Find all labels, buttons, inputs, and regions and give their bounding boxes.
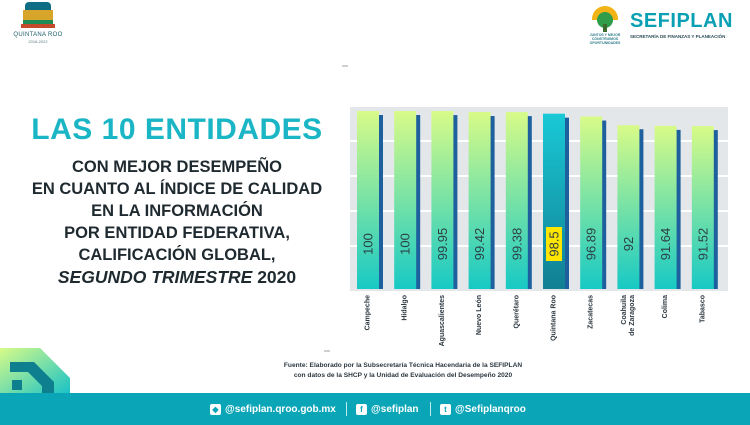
subtitle: CON MEJOR DESEMPEÑO EN CUANTO AL ÍNDICE … xyxy=(18,156,336,288)
sefiplan-motto: JUNTOS Y MEJOR CONSTRUIMOS OPORTUNIDADES xyxy=(589,33,621,45)
bar-value-label: 96.89 xyxy=(584,228,599,261)
quintana-roo-logo: QUINTANA ROO 2016-2022 xyxy=(8,2,68,50)
footer-twitter-text: @Sefiplanqroo xyxy=(455,403,526,415)
facebook-icon: f xyxy=(356,403,367,415)
footer-twitter[interactable]: t @Sefiplanqroo xyxy=(440,402,526,416)
footer-facebook-text: @sefiplan xyxy=(371,403,419,415)
source-note: Fuente: Elaborado por la Subsecretaría T… xyxy=(238,361,568,380)
source-line-2: con datos de la SHCP y la Unidad de Eval… xyxy=(293,371,513,379)
corner-dot xyxy=(12,380,22,390)
bar-quer-taro xyxy=(505,112,528,289)
footer-web-text: @sefiplan.qroo.gob.mx xyxy=(225,403,336,415)
bar-value-label: 100 xyxy=(398,233,413,255)
subtitle-year: 2020 xyxy=(252,267,297,287)
footer-separator-1 xyxy=(346,402,347,416)
bar-shadow xyxy=(712,130,718,289)
subtitle-line-4: POR ENTIDAD FEDERATIVA, xyxy=(64,224,290,242)
bar-shadow xyxy=(526,116,532,289)
bar-value-label: 92 xyxy=(621,237,636,251)
headline: LAS 10 ENTIDADES xyxy=(31,113,323,146)
x-tick-label: Nuevo León xyxy=(476,295,483,335)
bar-shadow xyxy=(378,115,383,289)
sefiplan-brand: SEFIPLAN xyxy=(630,10,733,32)
bar-value-label: 99.42 xyxy=(472,228,487,261)
x-tick-label: Tabasco xyxy=(699,295,706,323)
bar-value-label: 98.5 xyxy=(547,231,562,256)
sefiplan-subtitle: SECRETARÍA DE FINANZAS Y PLANEACIÓN xyxy=(630,34,726,39)
bar-value-label: 99.38 xyxy=(509,228,524,261)
quintana-roo-crest-icon xyxy=(21,2,55,30)
bar-hidalgo xyxy=(394,111,417,289)
footer-bar xyxy=(0,393,750,425)
x-tick-label: Colima xyxy=(662,295,669,318)
subtitle-line-1: CON MEJOR DESEMPEÑO xyxy=(72,158,282,176)
subtitle-line-5: CALIFICACIÓN GLOBAL, xyxy=(78,246,276,264)
bar-shadow xyxy=(601,120,607,289)
bar-colima xyxy=(654,125,677,289)
bar-shadow xyxy=(675,129,681,289)
bar-shadow xyxy=(489,116,495,289)
x-tick-label: Zacatecas xyxy=(588,295,595,329)
quintana-roo-name: QUINTANA ROO xyxy=(13,32,63,38)
bar-aguascalientes xyxy=(431,111,454,290)
subtitle-line-6: SEGUNDO TRIMESTRE 2020 xyxy=(18,266,336,288)
corner-inner-shape xyxy=(10,362,54,395)
x-tick-label: Querétaro xyxy=(513,295,520,328)
bar-value-label: 100 xyxy=(361,233,376,255)
quintana-roo-years: 2016-2022 xyxy=(28,39,48,44)
subtitle-line-2: EN CUANTO AL ÍNDICE DE CALIDAD xyxy=(31,180,323,198)
bar-quintana-roo xyxy=(543,113,565,289)
sefiplan-tree-icon: JUNTOS Y MEJOR CONSTRUIMOS OPORTUNIDADES xyxy=(584,4,626,48)
bar-shadow xyxy=(415,115,421,289)
x-tick-label: Coahuila xyxy=(621,295,628,325)
sefiplan-logo: JUNTOS Y MEJOR CONSTRUIMOS OPORTUNIDADES… xyxy=(584,4,744,48)
bar-tabasco xyxy=(691,126,714,290)
footer-facebook[interactable]: f @sefiplan xyxy=(356,402,419,416)
x-tick-label: Quintana Roo xyxy=(551,295,558,341)
footer-web[interactable]: ◆ @sefiplan.qroo.gob.mx xyxy=(210,402,336,416)
bar-value-label: 91.52 xyxy=(695,228,710,261)
bar-campeche xyxy=(357,111,379,289)
source-line-1: Fuente: Elaborado por la Subsecretaría T… xyxy=(283,362,523,369)
bar-zacatecas xyxy=(580,116,603,289)
bar-shadow xyxy=(638,129,644,289)
twitter-icon: t xyxy=(440,403,451,415)
corner-decoration xyxy=(0,348,70,395)
bar-shadow xyxy=(564,117,569,289)
bar-coahuila-de-zaragoza xyxy=(617,125,640,290)
x-tick-label: Campeche xyxy=(365,295,372,331)
highlight-label-background xyxy=(546,227,562,261)
bar-shadow xyxy=(452,115,458,290)
subtitle-line-3: EN LA INFORMACIÓN xyxy=(91,202,263,220)
bar-value-label: 91.64 xyxy=(658,228,673,261)
globe-icon: ◆ xyxy=(210,403,221,415)
footer-separator-2 xyxy=(430,402,431,416)
x-tick-label: Hidalgo xyxy=(402,295,409,321)
bar-value-label: 99.95 xyxy=(435,228,450,261)
x-tick-label: Aguascalientes xyxy=(439,295,446,346)
x-tick-label: de Zaragoza xyxy=(629,295,636,336)
bar-nuevo-le-n xyxy=(468,112,491,289)
subtitle-period-italic: SEGUNDO TRIMESTRE xyxy=(57,267,253,287)
